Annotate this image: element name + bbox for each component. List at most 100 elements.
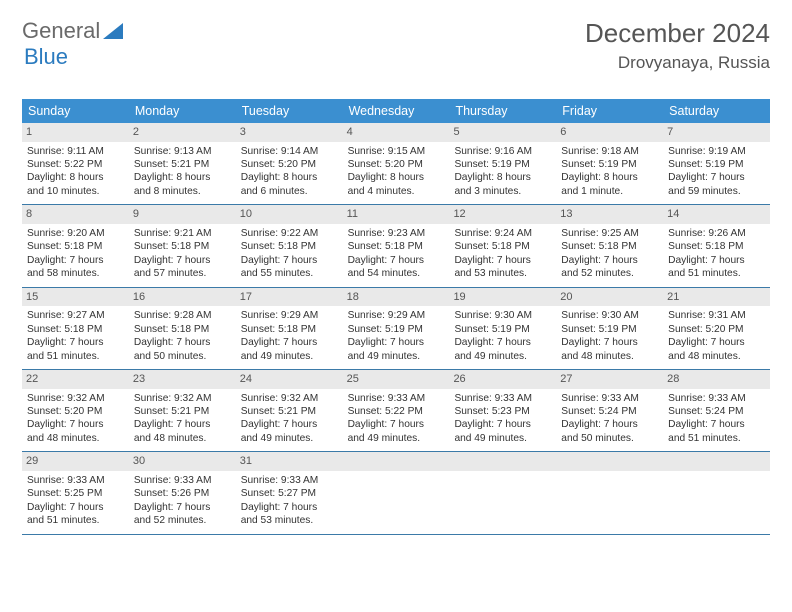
calendar-cell: 22Sunrise: 9:32 AMSunset: 5:20 PMDayligh…: [22, 370, 129, 451]
cell-text: and 4 minutes.: [348, 185, 445, 198]
day-number: 28: [663, 370, 770, 389]
cell-text: and 53 minutes.: [241, 514, 338, 527]
cell-text: Daylight: 7 hours: [348, 418, 445, 431]
calendar-cell: [556, 452, 663, 533]
cell-text: Sunrise: 9:28 AM: [134, 309, 231, 322]
cell-text: Sunset: 5:22 PM: [348, 405, 445, 418]
cell-text: Sunset: 5:18 PM: [27, 323, 124, 336]
day-header: Thursday: [449, 99, 556, 123]
day-number: [343, 452, 450, 471]
cell-text: Sunset: 5:20 PM: [241, 158, 338, 171]
cell-text: Sunrise: 9:33 AM: [27, 474, 124, 487]
day-number: 9: [129, 205, 236, 224]
cell-text: Daylight: 7 hours: [241, 501, 338, 514]
cell-text: Sunrise: 9:30 AM: [561, 309, 658, 322]
header: General December 2024 Drovyanaya, Russia: [22, 18, 770, 73]
cell-text: Sunset: 5:20 PM: [668, 323, 765, 336]
day-number: 11: [343, 205, 450, 224]
day-number: 29: [22, 452, 129, 471]
cell-text: Daylight: 8 hours: [348, 171, 445, 184]
cell-text: Daylight: 7 hours: [454, 336, 551, 349]
cell-text: Sunrise: 9:33 AM: [668, 392, 765, 405]
calendar-cell: 28Sunrise: 9:33 AMSunset: 5:24 PMDayligh…: [663, 370, 770, 451]
day-number: 13: [556, 205, 663, 224]
day-number: 25: [343, 370, 450, 389]
day-number: 4: [343, 123, 450, 142]
cell-text: Sunrise: 9:22 AM: [241, 227, 338, 240]
day-number: 16: [129, 288, 236, 307]
day-header: Friday: [556, 99, 663, 123]
calendar-cell: 19Sunrise: 9:30 AMSunset: 5:19 PMDayligh…: [449, 288, 556, 369]
cell-text: Sunrise: 9:31 AM: [668, 309, 765, 322]
cell-text: and 49 minutes.: [348, 350, 445, 363]
day-header: Saturday: [663, 99, 770, 123]
cell-text: and 51 minutes.: [668, 432, 765, 445]
cell-text: Sunset: 5:18 PM: [668, 240, 765, 253]
calendar-row: 22Sunrise: 9:32 AMSunset: 5:20 PMDayligh…: [22, 370, 770, 452]
calendar-cell: 21Sunrise: 9:31 AMSunset: 5:20 PMDayligh…: [663, 288, 770, 369]
cell-text: Sunrise: 9:11 AM: [27, 145, 124, 158]
cell-text: Sunrise: 9:32 AM: [241, 392, 338, 405]
cell-text: Sunrise: 9:33 AM: [561, 392, 658, 405]
calendar-cell: 20Sunrise: 9:30 AMSunset: 5:19 PMDayligh…: [556, 288, 663, 369]
cell-text: Daylight: 7 hours: [134, 501, 231, 514]
logo: General: [22, 18, 123, 44]
calendar-body: 1Sunrise: 9:11 AMSunset: 5:22 PMDaylight…: [22, 123, 770, 535]
cell-text: Daylight: 8 hours: [241, 171, 338, 184]
cell-text: Sunrise: 9:32 AM: [27, 392, 124, 405]
cell-text: Daylight: 7 hours: [241, 336, 338, 349]
cell-text: and 51 minutes.: [27, 350, 124, 363]
cell-text: and 49 minutes.: [454, 432, 551, 445]
cell-text: Daylight: 7 hours: [27, 418, 124, 431]
cell-text: and 49 minutes.: [241, 432, 338, 445]
calendar-cell: 13Sunrise: 9:25 AMSunset: 5:18 PMDayligh…: [556, 205, 663, 286]
day-number: 18: [343, 288, 450, 307]
calendar-cell: 30Sunrise: 9:33 AMSunset: 5:26 PMDayligh…: [129, 452, 236, 533]
day-number: [663, 452, 770, 471]
cell-text: Sunset: 5:18 PM: [241, 323, 338, 336]
cell-text: and 57 minutes.: [134, 267, 231, 280]
day-number: 20: [556, 288, 663, 307]
calendar-cell: 23Sunrise: 9:32 AMSunset: 5:21 PMDayligh…: [129, 370, 236, 451]
cell-text: Daylight: 7 hours: [561, 418, 658, 431]
calendar-cell: 25 Sunrise: 9:33 AMSunset: 5:22 PMDayligh…: [343, 370, 450, 451]
cell-text: Sunset: 5:21 PM: [134, 158, 231, 171]
cell-text: Sunset: 5:19 PM: [454, 158, 551, 171]
day-number: 26: [449, 370, 556, 389]
calendar-cell: 15Sunrise: 9:27 AMSunset: 5:18 PMDayligh…: [22, 288, 129, 369]
day-number: 15: [22, 288, 129, 307]
calendar-cell: 16Sunrise: 9:28 AMSunset: 5:18 PMDayligh…: [129, 288, 236, 369]
calendar-cell: 31Sunrise: 9:33 AMSunset: 5:27 PMDayligh…: [236, 452, 343, 533]
calendar-cell: 4 Sunrise: 9:15 AMSunset: 5:20 PMDaylight…: [343, 123, 450, 204]
cell-text: Daylight: 7 hours: [134, 336, 231, 349]
cell-text: and 10 minutes.: [27, 185, 124, 198]
cell-text: Sunrise: 9:33 AM: [348, 392, 445, 405]
month-title: December 2024: [585, 18, 770, 49]
cell-text: Daylight: 7 hours: [134, 254, 231, 267]
cell-text: Sunset: 5:21 PM: [134, 405, 231, 418]
cell-text: Daylight: 7 hours: [668, 336, 765, 349]
cell-text: Daylight: 7 hours: [561, 254, 658, 267]
day-header: Sunday: [22, 99, 129, 123]
cell-text: Sunrise: 9:25 AM: [561, 227, 658, 240]
cell-text: Sunset: 5:24 PM: [668, 405, 765, 418]
cell-text: and 51 minutes.: [668, 267, 765, 280]
cell-text: and 6 minutes.: [241, 185, 338, 198]
day-header: Wednesday: [343, 99, 450, 123]
calendar-cell: 1Sunrise: 9:11 AMSunset: 5:22 PMDaylight…: [22, 123, 129, 204]
cell-text: Sunset: 5:24 PM: [561, 405, 658, 418]
cell-text: and 58 minutes.: [27, 267, 124, 280]
cell-text: and 48 minutes.: [668, 350, 765, 363]
cell-text: Sunset: 5:20 PM: [348, 158, 445, 171]
cell-text: Sunrise: 9:29 AM: [241, 309, 338, 322]
day-number: [449, 452, 556, 471]
cell-text: Sunrise: 9:15 AM: [348, 145, 445, 158]
cell-text: Daylight: 7 hours: [348, 254, 445, 267]
cell-text: Daylight: 7 hours: [241, 418, 338, 431]
cell-text: Daylight: 7 hours: [241, 254, 338, 267]
cell-text: Daylight: 7 hours: [668, 171, 765, 184]
cell-text: Sunrise: 9:26 AM: [668, 227, 765, 240]
cell-text: Sunset: 5:19 PM: [561, 323, 658, 336]
day-number: 7: [663, 123, 770, 142]
cell-text: and 1 minute.: [561, 185, 658, 198]
